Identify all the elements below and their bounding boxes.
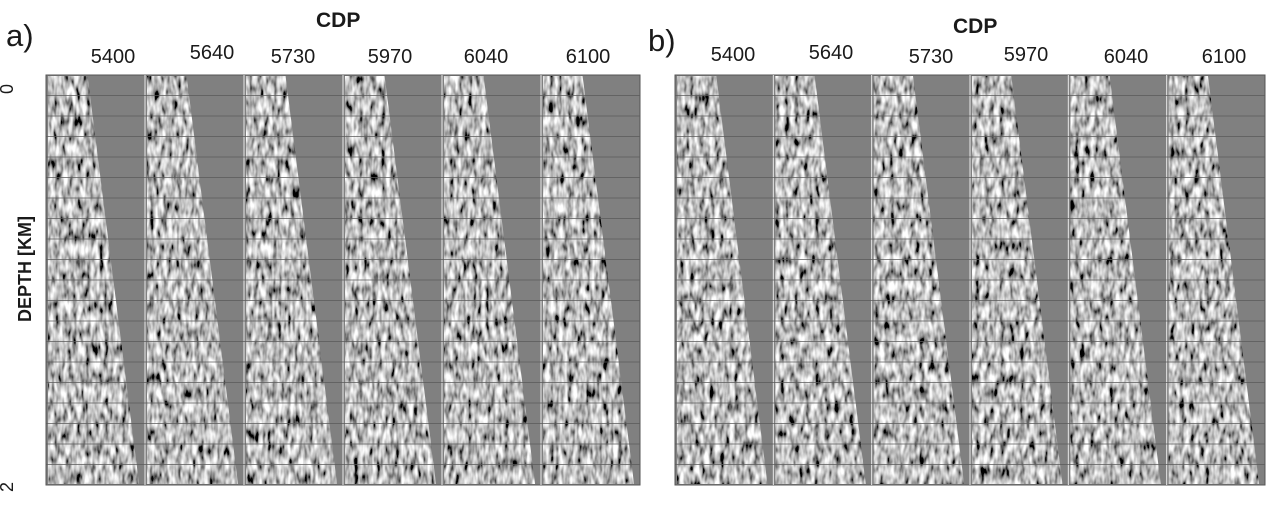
panel-b-letter: b)	[648, 23, 676, 58]
panel-a-tick-5970: 5970	[367, 46, 413, 68]
panel-b-plot	[674, 74, 1266, 486]
panel-a-tick-5400: 5400	[90, 46, 136, 68]
panel-b-tick-6040: 6040	[1103, 46, 1149, 68]
panel-b-tick-5640: 5640	[808, 42, 854, 64]
panel-a-letter: a)	[6, 18, 34, 53]
panel-b-cdp-title: CDP	[953, 15, 998, 38]
panel-b-tick-5730: 5730	[908, 46, 954, 68]
panel-a-tick-5640: 5640	[189, 42, 235, 64]
panel-a-tick-6100: 6100	[565, 46, 611, 68]
panel-b-tick-6100: 6100	[1201, 46, 1247, 68]
panel-a-plot	[45, 74, 641, 486]
panel-a-tick-6040: 6040	[463, 46, 509, 68]
panel-a-tick-5730: 5730	[270, 46, 316, 68]
panel-b-tick-5400: 5400	[710, 44, 756, 66]
panel-a-cdp-title: CDP	[316, 9, 361, 32]
panel-b-tick-5970: 5970	[1003, 44, 1049, 66]
